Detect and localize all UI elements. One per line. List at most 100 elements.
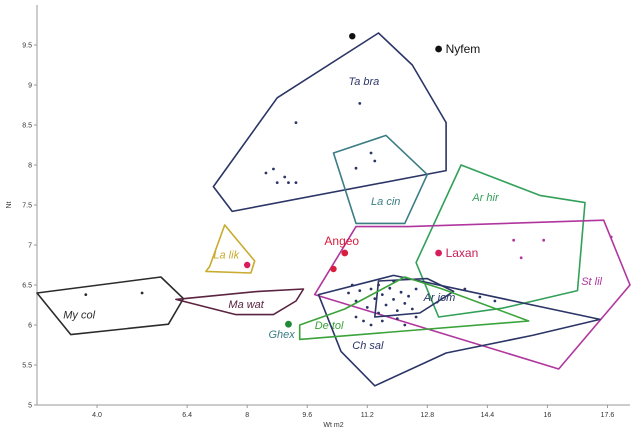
x-tick-label: 14.4 [481, 412, 495, 419]
point-ar-jom [377, 311, 380, 315]
point-ta-bra [354, 166, 358, 170]
point-ta-bra [275, 181, 279, 185]
point-ar-jom [380, 293, 384, 296]
y-tick-label: 7.5 [22, 203, 32, 210]
point-ta-bra [369, 151, 373, 155]
x-tick-label: 8 [245, 412, 249, 419]
y-tick-label: 9 [28, 83, 32, 90]
point-ta-bra [283, 175, 287, 179]
point-my-col [140, 291, 144, 295]
point-ar-jom [369, 287, 373, 291]
point-st-lil [519, 256, 523, 260]
point-ghex [285, 320, 292, 328]
point-my-col [84, 293, 88, 296]
point-ar-jom [403, 302, 407, 305]
point-ar-jom [354, 315, 358, 319]
point-ar-jom [362, 319, 365, 323]
hull-ch-sal [317, 274, 601, 387]
point-ar-jom [380, 319, 384, 323]
label-ch-sal: Ch sal [352, 340, 384, 352]
y-tick-label: 6.5 [22, 283, 32, 290]
x-tick-label: 17.6 [601, 412, 615, 419]
point-ar-jom [414, 315, 418, 319]
point-ar-jom [395, 309, 399, 312]
point-st-lil [542, 238, 546, 242]
highlight-point [330, 265, 337, 273]
hull-ma-wat [175, 288, 305, 316]
x-tick-label: 4.0 [92, 412, 102, 419]
point-ar-jom [350, 283, 354, 287]
label-angeo: Angeo [324, 234, 359, 248]
point-ar-jom [373, 297, 377, 300]
point-st-lil [609, 235, 613, 239]
point-laxan [435, 249, 442, 257]
label-la-lik: La lik [213, 250, 239, 262]
point-ta-bra [358, 102, 362, 105]
point-ar-jom [369, 323, 373, 327]
point-ar-jom [365, 306, 369, 309]
highlight-point [243, 261, 251, 269]
point-ar-jom [407, 294, 410, 298]
point-ta-bra [294, 121, 298, 124]
label-la-cin: La cin [371, 196, 400, 208]
label-ar-hir: Ar hir [471, 192, 500, 204]
point-nyfem [435, 45, 442, 53]
y-tick-label: 5.5 [22, 363, 32, 370]
point-ar-jom [414, 287, 418, 291]
point-ar-jom [463, 287, 467, 291]
point-ar-jom [347, 291, 350, 295]
label-ta-bra: Ta bra [349, 76, 380, 88]
point-ar-jom [377, 283, 380, 287]
y-tick-label: 5 [28, 403, 32, 410]
point-ar-jom [388, 286, 392, 290]
highlight-point [349, 33, 356, 40]
point-st-lil [512, 238, 516, 242]
group-hulls [36, 32, 631, 387]
hull-la-lik [205, 224, 256, 274]
label-nyfem: Nyfem [446, 42, 481, 56]
y-tick-label: 7 [28, 243, 32, 250]
y-tick-label: 9.5 [22, 43, 32, 50]
group-labels: Ta bra La cin Ar hir St lil Ch sal Ar jom De t… [63, 42, 602, 352]
label-ma-wat: Ma wat [228, 299, 264, 311]
hull-ar-jom [373, 277, 455, 318]
point-ar-jom [384, 303, 388, 307]
hull-ar-hir [415, 164, 586, 318]
hull-de-tol [298, 276, 530, 341]
point-ta-bra [287, 181, 290, 185]
point-ta-bra [294, 181, 298, 185]
x-axis-title: Wt m2 [323, 422, 343, 429]
point-ta-bra [373, 159, 377, 163]
label-ar-jom: Ar jom [423, 292, 456, 304]
x-tick-label: 16 [544, 412, 552, 419]
point-ta-bra [272, 167, 275, 171]
point-ar-jom [410, 307, 414, 311]
point-ar-jom [358, 289, 362, 292]
point-ar-jom [493, 299, 497, 303]
y-tick-label: 8.5 [22, 123, 32, 130]
hull-ta-bra [212, 32, 447, 213]
point-ta-bra [264, 171, 268, 175]
hull-la-cin [332, 134, 429, 225]
x-tick-label: 11.2 [361, 412, 374, 419]
point-angeo [341, 249, 349, 257]
label-ghex: Ghex [268, 329, 295, 341]
point-ar-jom [392, 298, 395, 301]
data-points [84, 33, 613, 328]
x-tick-label: 6.4 [182, 412, 192, 419]
point-ar-jom [478, 295, 482, 299]
x-tick-label: 9.6 [302, 412, 312, 419]
y-axis-title: Nt [6, 201, 13, 208]
y-tick-label: 6 [28, 323, 32, 330]
hull-st-lil [313, 219, 631, 370]
point-ar-jom [399, 290, 403, 294]
label-my-col: My col [63, 310, 95, 322]
label-laxan: Laxan [446, 246, 479, 260]
hull-my-col [36, 276, 185, 336]
label-st-lil: St lil [581, 276, 602, 288]
y-tick-label: 8 [28, 163, 32, 170]
x-tick-label: 12.8 [421, 412, 435, 419]
axes: 4.0 6.4 8 9.6 11.2 12.8 14.4 16 17.6 5 5.5 6 6.5 7 7.5… [22, 5, 630, 419]
point-ar-jom [354, 299, 358, 303]
